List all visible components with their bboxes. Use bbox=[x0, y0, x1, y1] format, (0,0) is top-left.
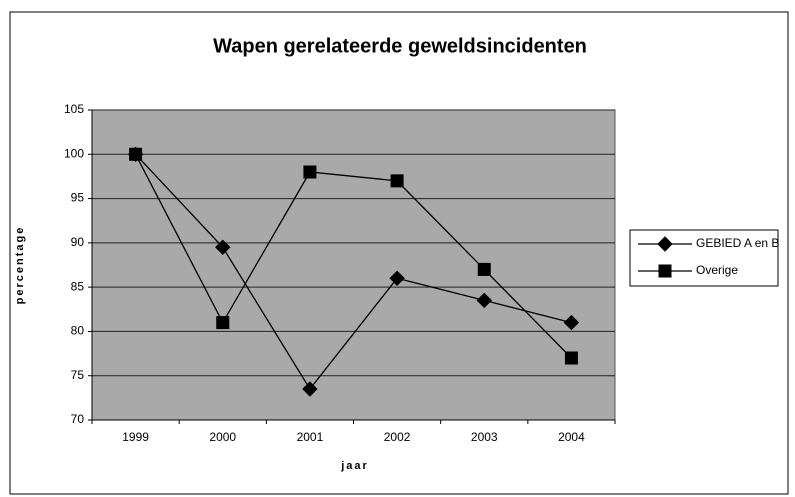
legend-marker bbox=[658, 264, 672, 278]
legend-label: Overige bbox=[696, 263, 738, 277]
marker bbox=[303, 165, 317, 179]
y-tick-label: 75 bbox=[71, 368, 85, 382]
y-tick-label: 85 bbox=[71, 279, 85, 293]
x-tick-label: 2001 bbox=[297, 430, 324, 444]
y-tick-label: 90 bbox=[71, 235, 85, 249]
marker bbox=[216, 316, 230, 330]
marker bbox=[215, 239, 231, 255]
y-axis-title: percentage bbox=[14, 226, 26, 305]
x-tick-label: 2002 bbox=[384, 430, 411, 444]
marker bbox=[477, 262, 491, 276]
marker bbox=[302, 381, 318, 397]
marker bbox=[563, 314, 580, 331]
marker bbox=[476, 292, 492, 309]
marker bbox=[389, 270, 405, 286]
x-tick-label: 2000 bbox=[209, 430, 236, 444]
series-line bbox=[135, 153, 572, 359]
y-tick-label: 80 bbox=[71, 324, 85, 338]
legend-marker bbox=[657, 236, 673, 252]
legend-box bbox=[629, 229, 779, 287]
x-axis-title: jaar bbox=[340, 460, 369, 472]
x-tick-label: 2004 bbox=[558, 430, 585, 444]
legend: GEBIED A en B Overige bbox=[629, 229, 779, 287]
y-tick-label: 70 bbox=[71, 412, 85, 426]
series-line bbox=[135, 153, 572, 391]
x-tick-label: 1999 bbox=[122, 430, 149, 444]
plot-area bbox=[91, 109, 616, 421]
legend-label: GEBIED A en B bbox=[696, 236, 779, 250]
marker bbox=[390, 174, 404, 188]
marker bbox=[129, 147, 143, 161]
y-tick-label: 100 bbox=[64, 146, 84, 160]
y-tick-label: 95 bbox=[71, 191, 85, 205]
marker bbox=[564, 351, 578, 365]
y-tick-label: 105 bbox=[64, 102, 84, 116]
chart-title: Wapen gerelateerde geweldsincidenten bbox=[213, 35, 587, 57]
x-tick-label: 2003 bbox=[471, 430, 498, 444]
